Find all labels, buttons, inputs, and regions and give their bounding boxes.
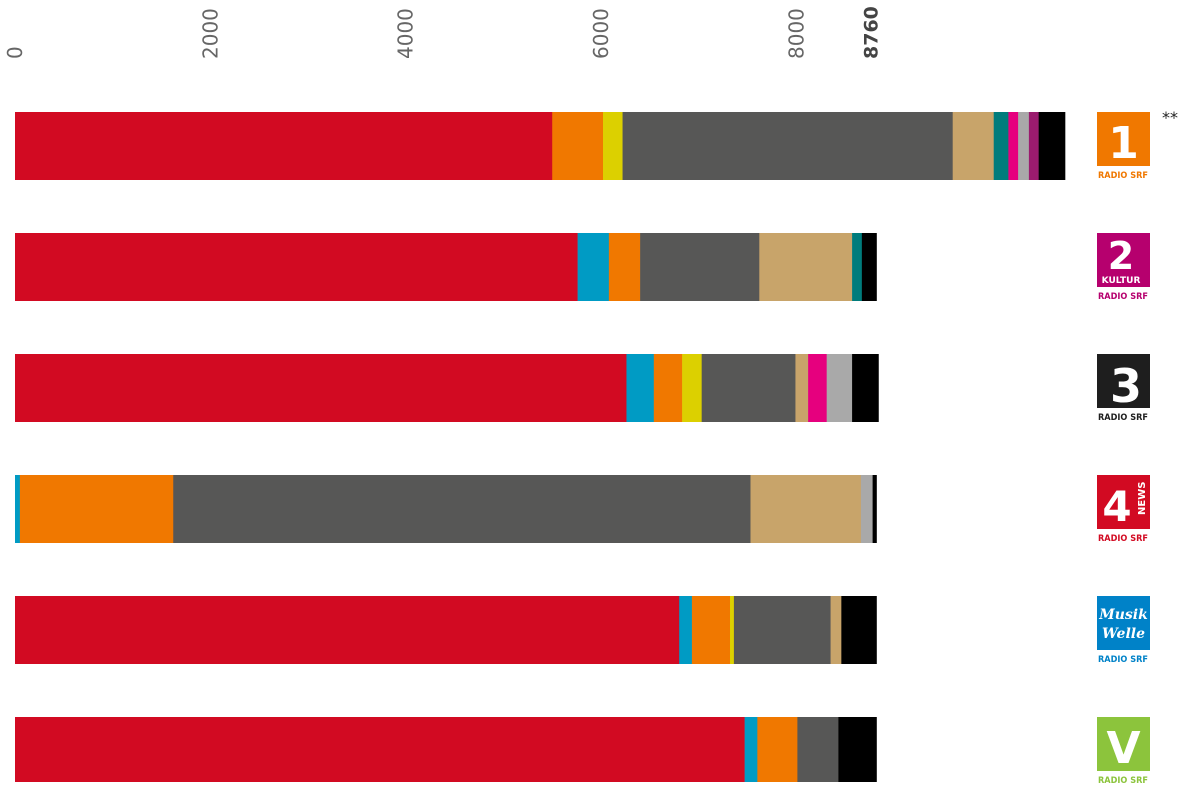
svg-text:Musik: Musik <box>1098 607 1148 623</box>
bar-6 <box>15 717 877 782</box>
footnote-marker: ** <box>1162 108 1178 127</box>
bar-segment <box>797 717 839 782</box>
bar-segment <box>173 475 751 543</box>
bar-segment <box>15 717 745 782</box>
bar-segment <box>626 354 655 422</box>
svg-text:Welle: Welle <box>1102 626 1145 642</box>
bar-segment <box>750 475 862 543</box>
bar-segment <box>552 112 604 180</box>
x-tick-label: 4000 <box>394 8 418 59</box>
bar-segment <box>744 717 758 782</box>
bar-segment <box>1028 112 1039 180</box>
bar-segment <box>19 475 174 543</box>
bar-segment <box>622 112 953 180</box>
x-tick-label: 0 <box>3 46 27 59</box>
svg-text:RADIO SRF: RADIO SRF <box>1098 292 1148 301</box>
bar-segment <box>682 354 702 422</box>
bar-segment <box>733 596 831 664</box>
bar-segment <box>826 354 853 422</box>
bar-segment <box>852 354 879 422</box>
svg-text:RADIO SRF: RADIO SRF <box>1098 776 1148 785</box>
bar-segment <box>653 354 683 422</box>
bar-3 <box>15 354 879 422</box>
bar-segment <box>759 233 853 301</box>
svg-text:3: 3 <box>1110 359 1142 413</box>
bar-segment <box>608 233 641 301</box>
bars-group <box>15 112 1066 782</box>
bar-segment <box>679 596 693 664</box>
bar-segment <box>15 475 21 543</box>
bar-segment <box>838 717 877 782</box>
bar-segment <box>15 354 627 422</box>
bar-segment <box>15 112 553 180</box>
radio-srf-1-logo: 1 RADIO SRF <box>1097 112 1150 180</box>
radio-srf-4-news-logo: 4 NEWS RADIO SRF <box>1097 475 1150 543</box>
svg-text:NEWS: NEWS <box>1137 482 1148 515</box>
svg-text:V: V <box>1106 723 1140 774</box>
bar-2 <box>15 233 877 301</box>
x-max-marker-label: 8760 <box>861 6 883 59</box>
bar-segment <box>1018 112 1030 180</box>
svg-text:RADIO SRF: RADIO SRF <box>1098 534 1148 543</box>
x-tick-label: 8000 <box>784 8 808 59</box>
x-axis-ticks: 0 2000 4000 6000 8000 8760 <box>3 6 883 59</box>
svg-text:RADIO SRF: RADIO SRF <box>1098 171 1148 180</box>
bar-segment <box>691 596 731 664</box>
bar-segment <box>757 717 798 782</box>
svg-text:RADIO SRF: RADIO SRF <box>1098 413 1148 422</box>
bar-segment <box>701 354 796 422</box>
radio-srf-virus-logo: V RADIO SRF <box>1097 717 1150 785</box>
bar-segment <box>861 233 877 301</box>
bar-segment <box>15 233 578 301</box>
bar-segment <box>952 112 995 180</box>
bar-segment <box>795 354 809 422</box>
svg-text:KULTUR: KULTUR <box>1102 276 1141 286</box>
bar-segment <box>808 354 827 422</box>
bar-segment <box>729 596 735 664</box>
svg-text:2: 2 <box>1108 234 1134 278</box>
radio-srf-3-logo: 3 RADIO SRF <box>1097 354 1150 422</box>
bar-segment <box>860 475 873 543</box>
bar-segment <box>1008 112 1019 180</box>
x-tick-label: 6000 <box>589 8 613 59</box>
radio-srf-musikwelle-logo: Musik Welle RADIO SRF <box>1097 596 1150 664</box>
bar-5 <box>15 596 877 664</box>
bar-segment <box>852 233 863 301</box>
bar-segment <box>872 475 877 543</box>
x-tick-label: 2000 <box>198 8 222 59</box>
bar-segment <box>841 596 877 664</box>
bar-1 <box>15 112 1066 180</box>
bar-segment <box>993 112 1009 180</box>
bar-segment <box>830 596 842 664</box>
bar-segment <box>1038 112 1066 180</box>
bar-segment <box>577 233 610 301</box>
bar-segment <box>15 596 680 664</box>
svg-text:1: 1 <box>1108 118 1139 169</box>
bar-4 <box>15 475 877 543</box>
svg-text:RADIO SRF: RADIO SRF <box>1098 655 1148 664</box>
radio-srf-2-kultur-logo: 2 KULTUR RADIO SRF <box>1097 233 1150 301</box>
bar-segment <box>640 233 760 301</box>
svg-text:4: 4 <box>1102 482 1131 531</box>
bar-segment <box>603 112 623 180</box>
